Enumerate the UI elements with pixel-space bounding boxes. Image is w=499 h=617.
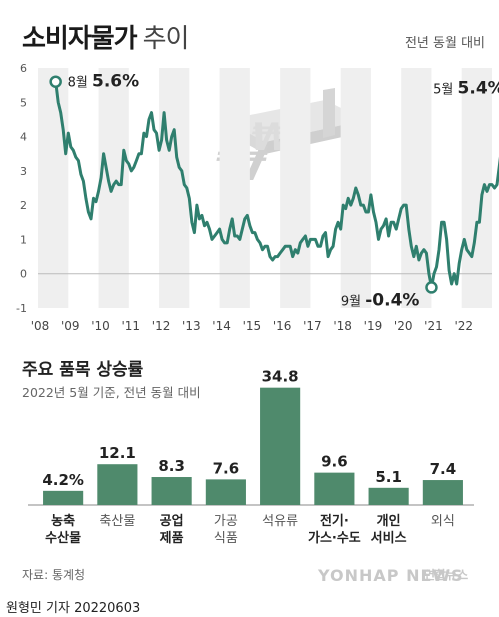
y-tick-label: 6 bbox=[20, 62, 27, 75]
line-chart: -1 0 1 2 3 4 5 6 '08 '09 '10 '11 '12 '13 '14 '15 '16 '17 '… bbox=[16, 62, 499, 333]
watermark-logo: YONHAP NEWS bbox=[318, 566, 464, 585]
bar bbox=[314, 472, 355, 505]
bar-value-label: 34.8 bbox=[262, 368, 299, 386]
year-stripe bbox=[38, 68, 69, 308]
title-main: 소비자물가 bbox=[22, 24, 138, 54]
bar bbox=[97, 464, 138, 505]
chart-title: 소비자물가 추이 bbox=[22, 18, 190, 55]
watermark-korean: 연합뉴스 bbox=[424, 568, 469, 582]
y-tick-label: -1 bbox=[16, 302, 27, 315]
line-chart-note: 전년 동월 대비 bbox=[404, 36, 485, 51]
bar-category-label: 식품 bbox=[214, 531, 238, 546]
y-tick-label: 2 bbox=[20, 199, 27, 212]
bar-value-label: 12.1 bbox=[99, 444, 136, 462]
bar-category-label: 전기· bbox=[320, 513, 349, 529]
bar-category-label: 개인 bbox=[377, 513, 401, 529]
y-tick-label: 5 bbox=[20, 96, 27, 109]
y-tick-label: 4 bbox=[20, 131, 27, 144]
bar-category-label: 석유류 bbox=[262, 514, 298, 529]
highlight-marker bbox=[425, 281, 438, 294]
title-suffix: 추이 bbox=[142, 24, 190, 54]
x-tick-label: '18 bbox=[333, 319, 352, 333]
bar bbox=[260, 387, 301, 505]
bar-value-label: 9.6 bbox=[321, 453, 348, 471]
bar-category-label: 수산물 bbox=[45, 530, 81, 546]
x-tick-label: '16 bbox=[273, 319, 292, 333]
bar-category-label: 외식 bbox=[431, 514, 455, 529]
cpi-line bbox=[54, 81, 499, 289]
bar-category-label: 가공 bbox=[214, 514, 238, 529]
year-stripe bbox=[280, 68, 311, 308]
bar bbox=[368, 487, 409, 505]
year-stripe bbox=[401, 68, 432, 308]
bar-value-label: 7.6 bbox=[213, 459, 240, 477]
y-tick-label: 1 bbox=[20, 233, 27, 246]
source-note: 자료: 통계청 bbox=[22, 568, 86, 582]
bar-chart-title: 주요 품목 상승률 bbox=[22, 360, 144, 380]
x-tick-label: '10 bbox=[91, 319, 110, 333]
bar bbox=[151, 477, 192, 505]
x-tick-label: '12 bbox=[152, 319, 171, 333]
y-tick-label: 0 bbox=[20, 268, 27, 281]
x-tick-label: '19 bbox=[364, 319, 383, 333]
bar bbox=[43, 490, 84, 505]
x-tick-label: '22 bbox=[454, 319, 473, 333]
x-tick-label: '17 bbox=[303, 319, 322, 333]
bar bbox=[422, 480, 463, 505]
bar bbox=[205, 479, 246, 505]
x-tick-label: '21 bbox=[424, 319, 443, 333]
byline: 원형민 기자 20220603 bbox=[6, 601, 141, 616]
bar-category-label: 축산물 bbox=[99, 514, 135, 529]
bar-value-label: 4.2% bbox=[42, 471, 84, 489]
x-tick-label: '13 bbox=[182, 319, 201, 333]
annotation-label: 5월 5.4% bbox=[433, 79, 499, 99]
bar-value-label: 7.4 bbox=[430, 460, 457, 478]
y-tick-label: 3 bbox=[20, 165, 27, 178]
bar-value-label: 5.1 bbox=[375, 468, 402, 486]
highlight-marker bbox=[49, 75, 62, 88]
x-tick-label: '20 bbox=[394, 319, 413, 333]
x-tick-label: '14 bbox=[212, 319, 231, 333]
bar-chart-note: 2022년 5월 기준, 전년 동월 대비 bbox=[22, 385, 201, 400]
bar-category-label: 제품 bbox=[160, 531, 184, 546]
year-stripe bbox=[159, 68, 190, 308]
bar-value-label: 8.3 bbox=[158, 457, 185, 475]
x-tick-label: '08 bbox=[31, 319, 50, 333]
bar-category-label: 가스·수도 bbox=[308, 531, 361, 546]
annotation-label: 9월 -0.4% bbox=[341, 290, 420, 310]
bar-category-label: 농축 bbox=[51, 513, 75, 529]
bar-category-label: 서비스 bbox=[371, 531, 407, 546]
x-tick-label: '11 bbox=[122, 319, 141, 333]
year-stripe bbox=[219, 68, 250, 308]
bar-category-label: 공업 bbox=[160, 514, 184, 529]
annotation-label: 8월 5.6% bbox=[68, 72, 140, 92]
x-tick-label: '09 bbox=[61, 319, 80, 333]
x-tick-label: '15 bbox=[243, 319, 262, 333]
